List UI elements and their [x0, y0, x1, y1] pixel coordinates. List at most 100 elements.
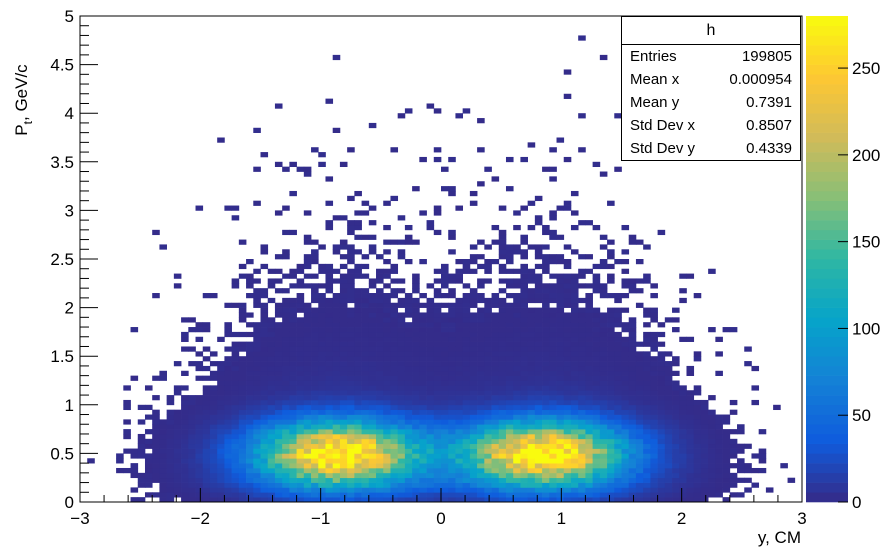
heatmap-cell [513, 433, 521, 440]
heatmap-cell [505, 341, 514, 347]
heatmap-cell [498, 419, 507, 425]
heatmap-cell [477, 487, 485, 493]
heatmap-cell [441, 458, 449, 464]
heatmap-cell [592, 472, 601, 479]
heatmap-cell [202, 419, 211, 425]
heatmap-cell [311, 317, 319, 323]
heatmap-cell [173, 385, 182, 391]
heatmap-cell [238, 365, 247, 372]
heatmap-cell [607, 254, 615, 260]
heatmap-cell [491, 346, 500, 352]
heatmap-cell [578, 365, 586, 372]
heatmap-cell [339, 161, 348, 168]
heatmap-cell [607, 467, 615, 474]
heatmap-cell [339, 487, 348, 493]
heatmap-cell [246, 365, 254, 372]
heatmap-cell [282, 370, 290, 376]
heatmap-cell [202, 385, 211, 391]
heatmap-cell [390, 433, 399, 440]
heatmap-cell [592, 492, 601, 498]
heatmap-cell [166, 443, 175, 449]
heatmap-cell [628, 492, 637, 498]
heatmap-cell [484, 477, 492, 483]
heatmap-cell [693, 477, 702, 483]
heatmap-cell [578, 380, 586, 386]
heatmap-cell [325, 399, 334, 406]
heatmap-cell [318, 385, 326, 391]
heatmap-cell [484, 356, 492, 362]
heatmap-cell [664, 390, 673, 396]
heatmap-cell [332, 322, 341, 328]
stats-title: h [622, 17, 800, 45]
heatmap-cell [441, 448, 449, 454]
heatmap-cell [433, 385, 442, 391]
heatmap-cell [686, 399, 695, 406]
heatmap-cell [657, 497, 666, 503]
colorbar-segment [806, 181, 848, 192]
heatmap-cell [404, 472, 413, 479]
heatmap-cell [505, 249, 514, 255]
heatmap-cell [643, 414, 651, 420]
heatmap-cell [455, 404, 464, 411]
heatmap-cell [318, 395, 326, 401]
heatmap-cell [274, 361, 283, 367]
heatmap-cell [556, 331, 565, 338]
heatmap-cell [491, 341, 500, 347]
heatmap-cell [246, 341, 254, 347]
heatmap-cell [505, 395, 514, 401]
heatmap-cell [498, 370, 507, 376]
heatmap-cell [318, 399, 326, 406]
heatmap-cell [397, 443, 406, 449]
heatmap-cell [527, 497, 536, 503]
heatmap-cell [643, 429, 651, 435]
heatmap-cell [166, 477, 175, 483]
heatmap-cell [296, 375, 305, 381]
heatmap-cell [599, 453, 608, 459]
heatmap-cell [477, 448, 485, 454]
heatmap-cell [455, 477, 464, 483]
heatmap-cell [592, 399, 601, 406]
heatmap-cell [339, 297, 348, 304]
heatmap-cell [209, 361, 218, 367]
heatmap-cell [491, 458, 500, 464]
heatmap-cell [455, 268, 464, 274]
heatmap-cell [412, 239, 420, 245]
heatmap-cell [672, 472, 680, 479]
heatmap-cell [744, 487, 752, 493]
heatmap-cell [700, 404, 709, 411]
heatmap-cell [260, 497, 269, 503]
heatmap-cell [469, 477, 478, 483]
heatmap-cell [527, 453, 536, 459]
heatmap-cell [347, 414, 355, 420]
heatmap-cell [311, 482, 319, 488]
heatmap-cell [282, 312, 290, 318]
heatmap-cell [672, 409, 680, 415]
heatmap-cell [260, 263, 269, 270]
heatmap-cell [390, 467, 399, 474]
heatmap-cell [246, 399, 254, 406]
heatmap-cell [484, 259, 492, 265]
heatmap-cell [513, 424, 521, 430]
heatmap-cell [758, 453, 767, 459]
heatmap-cell [628, 453, 637, 459]
heatmap-cell [664, 467, 673, 474]
heatmap-cell [491, 467, 500, 474]
heatmap-cell [296, 409, 305, 415]
heatmap-cell [585, 448, 593, 454]
heatmap-cell [246, 273, 254, 279]
heatmap-cell [614, 414, 622, 420]
heatmap-cell [296, 278, 305, 284]
heatmap-cell [383, 283, 391, 289]
heatmap-cell [592, 419, 601, 425]
heatmap-cell [303, 341, 312, 347]
heatmap-cell [181, 453, 189, 459]
heatmap-cell [289, 390, 297, 396]
heatmap-cell [686, 404, 695, 411]
heatmap-cell [152, 419, 160, 425]
heatmap-cell [332, 331, 341, 338]
heatmap-cell [542, 351, 550, 357]
colorbar-segment [806, 200, 848, 211]
heatmap-cell [332, 458, 341, 464]
colorbar-segment [806, 161, 848, 172]
heatmap-cell [686, 477, 695, 483]
